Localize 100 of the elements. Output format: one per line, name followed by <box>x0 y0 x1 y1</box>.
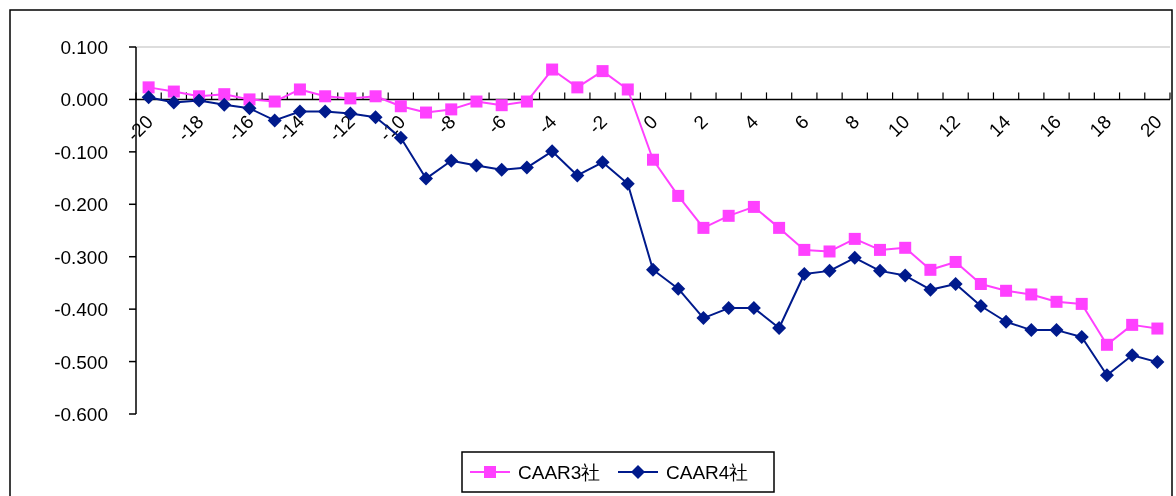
point <box>1075 297 1088 310</box>
x-tick-label: 12 <box>934 111 965 141</box>
point <box>721 301 736 316</box>
x-tick-label: -16 <box>223 111 258 146</box>
point <box>1000 284 1013 297</box>
point <box>949 255 962 268</box>
point <box>847 250 862 265</box>
point <box>445 103 458 116</box>
point <box>948 276 963 291</box>
point <box>267 113 282 128</box>
point <box>898 268 913 283</box>
point <box>141 90 156 105</box>
x-tick-label: 20 <box>1136 111 1166 141</box>
point <box>620 176 635 191</box>
point <box>546 63 559 76</box>
legend-label: CAAR3社 <box>518 462 601 483</box>
x-tick-label: 8 <box>840 111 864 134</box>
y-tick-label: -0.400 <box>54 299 108 321</box>
point <box>1025 288 1038 301</box>
y-tick-label: -0.200 <box>54 194 108 216</box>
point <box>923 282 938 297</box>
y-tick-label: 0.100 <box>60 37 108 58</box>
point <box>394 100 407 113</box>
point <box>1099 368 1114 383</box>
point <box>369 90 382 103</box>
x-tick-label: 14 <box>984 110 1015 141</box>
point <box>772 321 787 336</box>
x-tick-label: 4 <box>739 110 763 134</box>
point <box>167 85 180 98</box>
point <box>1100 338 1113 351</box>
point <box>646 262 660 277</box>
x-tick-label: -2 <box>584 111 611 138</box>
y-tick-label: -0.100 <box>54 141 108 163</box>
point <box>368 110 383 125</box>
point <box>696 311 711 326</box>
point <box>822 263 837 278</box>
point <box>319 90 332 103</box>
x-tick-label: -14 <box>274 110 309 146</box>
x-tick-label: 16 <box>1035 111 1065 141</box>
point <box>647 153 659 166</box>
point <box>293 83 306 96</box>
point <box>1151 322 1164 335</box>
x-tick-label: -8 <box>432 111 460 138</box>
x-tick-label: 10 <box>883 111 914 141</box>
point <box>747 200 760 213</box>
point <box>999 314 1014 329</box>
point <box>1024 323 1039 338</box>
point <box>268 95 281 108</box>
legend-label: CAAR4社 <box>666 462 749 483</box>
point <box>318 104 333 119</box>
point <box>166 95 181 110</box>
point <box>1074 329 1089 344</box>
point <box>697 221 710 234</box>
point <box>974 277 987 290</box>
point <box>773 221 786 234</box>
point <box>924 263 937 276</box>
point <box>621 83 634 96</box>
point <box>872 263 887 278</box>
x-tick-label: -12 <box>324 111 359 146</box>
point <box>873 243 886 256</box>
point <box>192 93 207 108</box>
point <box>545 144 560 159</box>
point <box>344 92 357 105</box>
point <box>1150 355 1165 370</box>
point <box>519 160 534 175</box>
point <box>973 299 988 313</box>
y-tick-label: -0.600 <box>54 404 108 425</box>
point <box>746 301 761 316</box>
point <box>520 95 533 108</box>
point <box>571 81 584 94</box>
x-tick-label: -4 <box>533 110 561 138</box>
x-tick-label: 0 <box>639 111 662 134</box>
x-tick-label: 6 <box>790 111 813 134</box>
point <box>469 158 484 173</box>
y-tick-label: -0.500 <box>54 351 108 373</box>
point <box>672 189 685 202</box>
point <box>495 99 508 112</box>
point <box>848 232 861 245</box>
y-tick-label: -0.300 <box>54 246 108 268</box>
y-tick-label: 0.000 <box>60 89 108 111</box>
point <box>218 88 231 101</box>
x-tick-label: 18 <box>1085 111 1116 141</box>
point <box>444 153 459 168</box>
point <box>671 281 686 296</box>
point <box>470 95 483 108</box>
point <box>798 243 811 256</box>
point <box>142 81 155 94</box>
point <box>1050 295 1063 308</box>
point <box>823 245 836 258</box>
point <box>217 97 232 112</box>
point <box>1126 318 1139 331</box>
point <box>722 209 735 222</box>
point <box>242 101 257 116</box>
point <box>899 241 912 254</box>
point <box>595 155 610 170</box>
x-tick-label: -6 <box>483 111 511 138</box>
point <box>596 65 609 78</box>
point <box>570 168 585 183</box>
point <box>420 106 433 119</box>
x-tick-label: -18 <box>173 111 208 146</box>
